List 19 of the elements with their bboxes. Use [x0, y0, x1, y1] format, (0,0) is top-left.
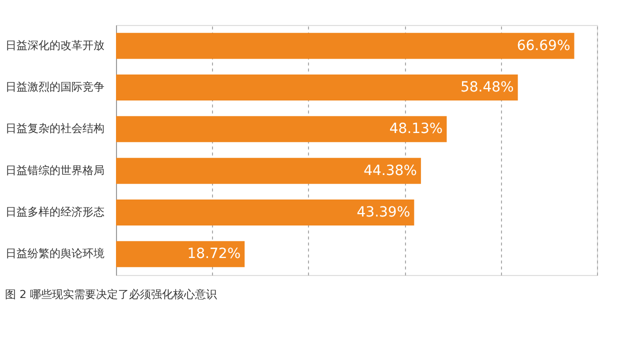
- y-tick-label: 日益深化的改革开放: [6, 38, 104, 52]
- data-label: 48.13%: [389, 121, 443, 138]
- y-tick-label: 日益复杂的社会结构: [6, 122, 104, 136]
- bar: [116, 74, 518, 100]
- y-tick-label: 日益错综的世界格局: [6, 164, 104, 177]
- y-tick-label: 日益多样的经济形态: [6, 206, 104, 218]
- data-label: 18.72%: [187, 246, 241, 262]
- caption: 图 2 哪些现实需要决定了必须强化核心意识: [5, 288, 217, 301]
- bar: [116, 200, 414, 226]
- y-tick-label: 日益激烈的国际竞争: [6, 80, 104, 94]
- bar: [116, 241, 245, 268]
- data-label: 44.38%: [364, 162, 417, 179]
- data-label: 58.48%: [460, 80, 514, 96]
- bar: [116, 158, 421, 184]
- bar: [116, 32, 574, 59]
- data-label: 43.39%: [356, 204, 410, 220]
- bar: [116, 116, 447, 142]
- y-tick-label: 日益纷繁的舆论环境: [6, 247, 104, 260]
- data-label: 66.69%: [516, 38, 570, 54]
